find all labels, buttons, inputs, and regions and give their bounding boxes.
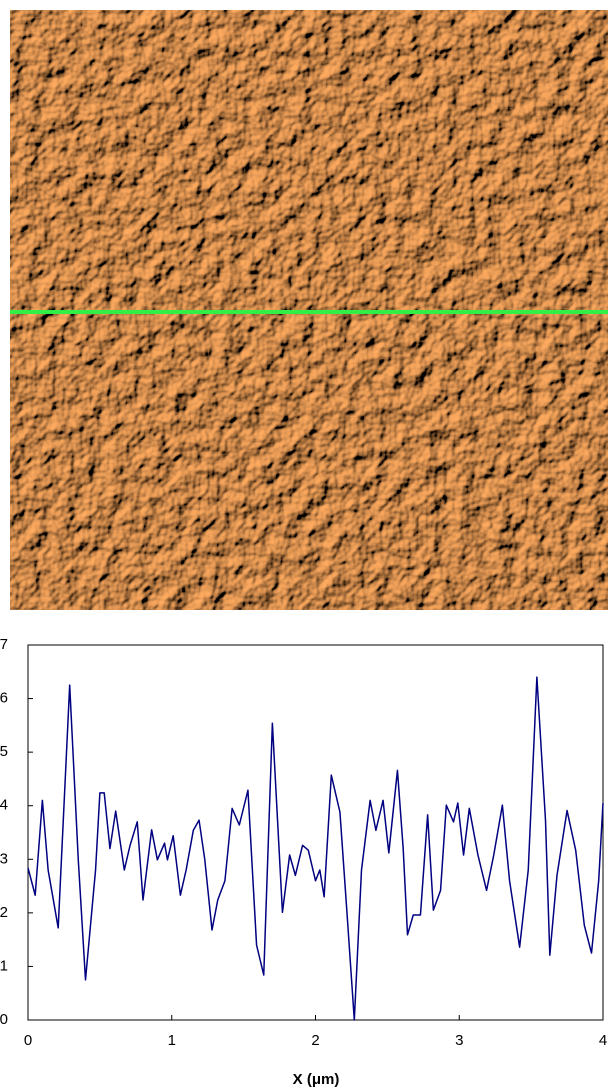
y-tick-label: 5 bbox=[0, 743, 8, 760]
x-tick-label: 0 bbox=[24, 1032, 32, 1049]
x-tick-label: 1 bbox=[168, 1032, 176, 1049]
y-tick-label: 3 bbox=[0, 850, 8, 867]
y-tick-label: 1 bbox=[0, 957, 8, 974]
y-tick-label: 4 bbox=[0, 797, 8, 814]
y-tick-label: 6 bbox=[0, 690, 8, 707]
x-tick-label: 4 bbox=[599, 1032, 607, 1049]
x-tick-label: 3 bbox=[455, 1032, 463, 1049]
y-tick-label: 7 bbox=[0, 636, 8, 653]
y-tick-label: 2 bbox=[0, 904, 8, 921]
x-tick-label: 2 bbox=[311, 1032, 319, 1049]
profile-line bbox=[27, 676, 604, 1021]
y-tick-label: 0 bbox=[0, 1011, 8, 1028]
x-axis-label: X (μm) bbox=[293, 1071, 340, 1088]
plot-frame bbox=[27, 644, 604, 1021]
